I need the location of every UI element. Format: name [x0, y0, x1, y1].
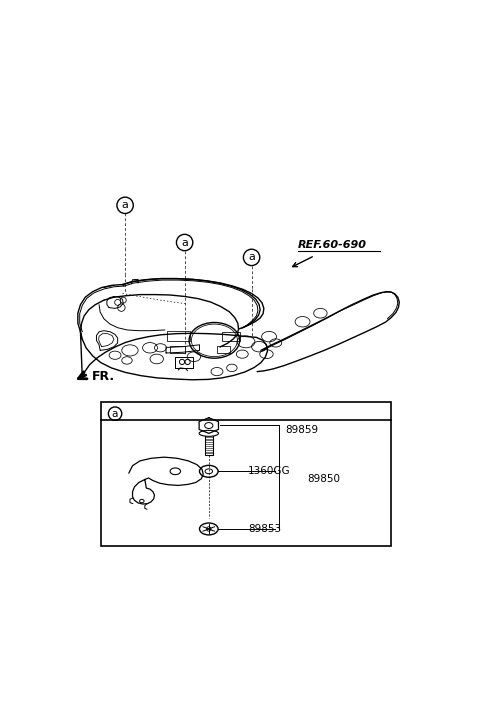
Text: a: a	[248, 252, 255, 262]
Bar	[167, 331, 190, 341]
Bar	[101, 403, 391, 546]
Text: 89850: 89850	[307, 474, 340, 483]
Bar	[170, 345, 185, 353]
Text: 1360GG: 1360GG	[248, 466, 290, 476]
Text: a: a	[112, 409, 118, 419]
Bar	[222, 332, 240, 341]
Text: a: a	[121, 201, 129, 210]
Bar	[217, 346, 230, 353]
Text: 89859: 89859	[285, 425, 318, 435]
Text: FR.: FR.	[92, 370, 115, 383]
Text: REF.60-690: REF.60-690	[298, 240, 367, 250]
Text: a: a	[181, 238, 188, 247]
Text: 89853: 89853	[248, 524, 281, 534]
